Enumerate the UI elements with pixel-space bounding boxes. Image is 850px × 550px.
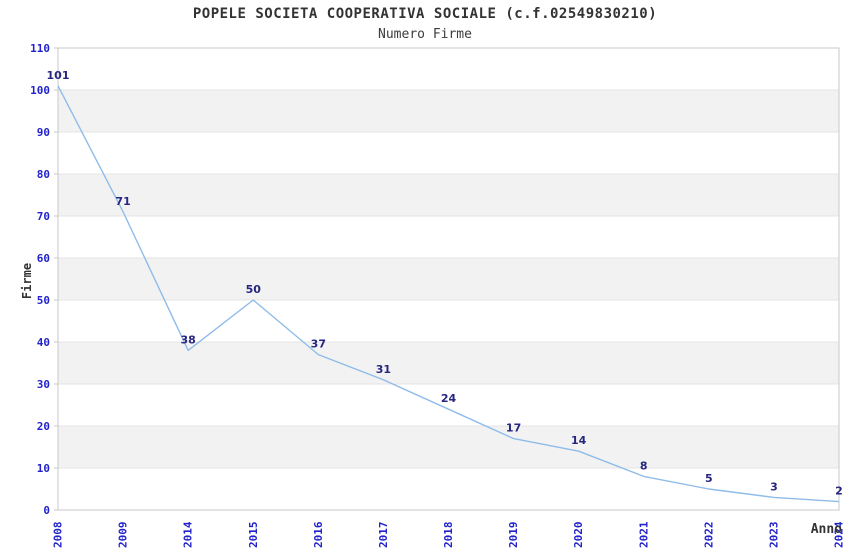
x-tick-label: 2016	[312, 521, 325, 548]
x-tick-label: 2022	[702, 522, 715, 549]
x-axis-title: Anno	[810, 522, 842, 537]
y-tick-label: 60	[37, 252, 50, 265]
grid-band	[58, 174, 839, 216]
x-tick-label: 2017	[377, 522, 390, 549]
x-tick-label: 2014	[182, 521, 195, 548]
point-label: 17	[506, 422, 521, 435]
point-label: 3	[770, 480, 778, 493]
x-tick-label: 2019	[507, 522, 520, 549]
x-tick-label: 2021	[637, 521, 650, 548]
point-label: 24	[441, 392, 457, 405]
chart-title: POPELE SOCIETA COOPERATIVA SOCIALE (c.f.…	[192, 6, 658, 22]
data-line	[57, 85, 840, 503]
y-tick-label: 40	[37, 336, 50, 349]
chart-subtitle: Numero Firme	[378, 27, 472, 42]
point-label: 38	[181, 333, 196, 346]
y-tick-label: 20	[37, 420, 50, 433]
point-label: 71	[115, 195, 130, 208]
y-tick-label: 0	[43, 504, 50, 517]
x-tick-label: 2009	[117, 522, 130, 549]
x-tick-label: 2018	[442, 522, 455, 549]
point-label: 101	[47, 69, 70, 82]
point-label: 37	[311, 338, 326, 351]
grid-band	[58, 90, 839, 132]
grid-band	[58, 258, 839, 300]
x-tick-label: 2024	[833, 521, 846, 548]
x-tick-label: 2008	[52, 522, 65, 549]
grid-band	[58, 342, 839, 384]
y-tick-label: 30	[37, 378, 50, 391]
y-tick-label: 100	[30, 84, 50, 97]
y-tick-label: 80	[37, 168, 50, 181]
point-label: 8	[640, 459, 648, 472]
point-label: 5	[705, 472, 713, 485]
y-tick-label: 70	[37, 210, 50, 223]
y-tick-label: 90	[37, 126, 50, 139]
x-tick-label: 2020	[572, 522, 585, 549]
grid-band	[58, 426, 839, 468]
y-tick-label: 110	[30, 42, 50, 55]
y-tick-label: 10	[37, 462, 50, 475]
plot-frame	[57, 47, 840, 511]
x-tick-label: 2023	[767, 522, 780, 549]
x-tick-label: 2015	[247, 522, 260, 549]
point-label: 50	[246, 283, 262, 296]
point-label: 14	[571, 434, 587, 447]
y-tick-label: 50	[37, 294, 50, 307]
point-label: 2	[835, 485, 843, 498]
point-label: 31	[376, 363, 391, 376]
